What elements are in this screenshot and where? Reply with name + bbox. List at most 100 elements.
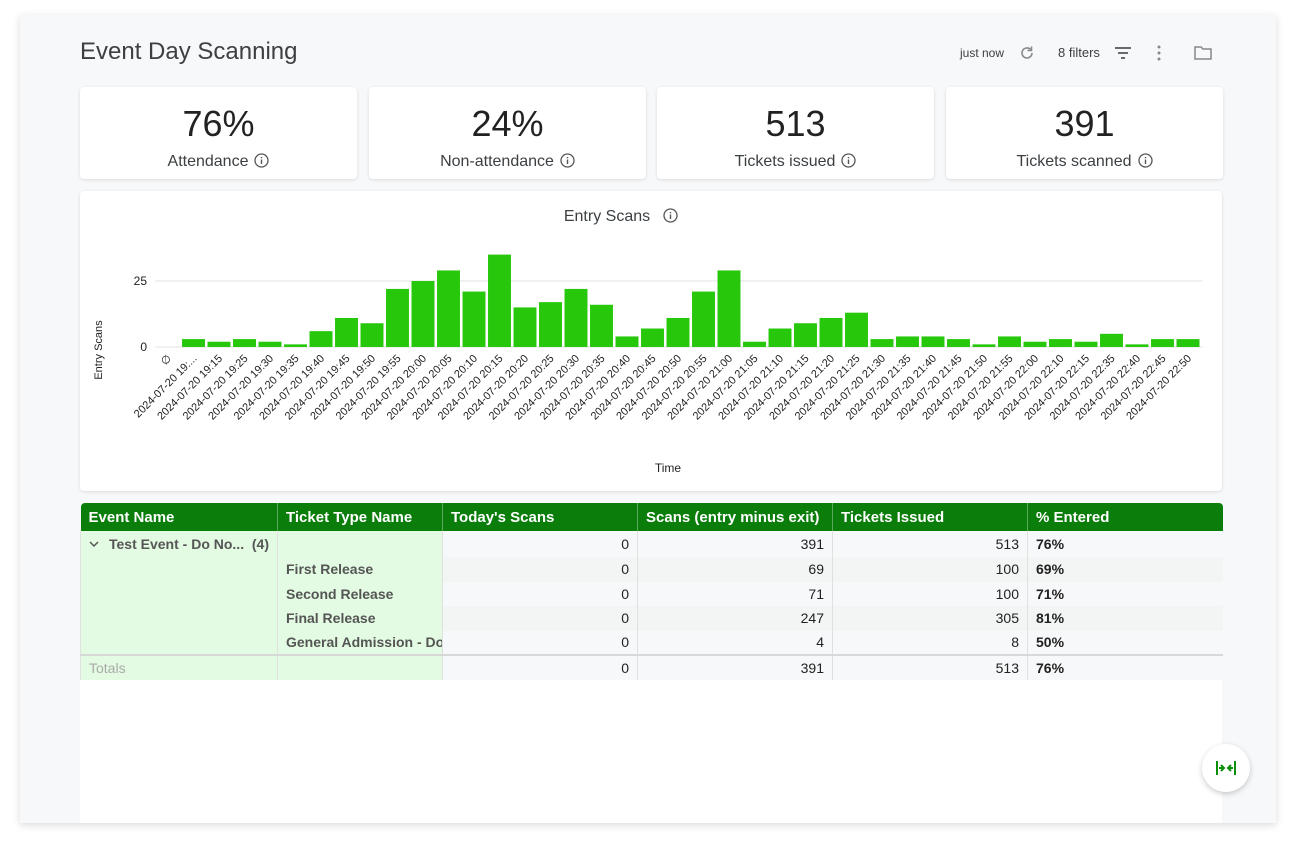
bar [386, 288, 409, 347]
chart-title: Entry Scans [564, 208, 650, 225]
kpi-card: 391 Tickets scanned [946, 87, 1223, 179]
refresh-time: just now [960, 46, 1005, 60]
bar [590, 304, 613, 347]
bar [743, 341, 766, 347]
bar [539, 302, 562, 347]
cell: 69 [637, 557, 833, 582]
dashboard-title: Event Day Scanning [80, 38, 298, 65]
cell: 0 [442, 606, 638, 631]
column-header[interactable]: % Entered [1027, 503, 1223, 531]
fit-button[interactable] [1202, 744, 1250, 792]
bar [233, 339, 256, 347]
bar [998, 336, 1021, 347]
cell: 71% [1027, 581, 1223, 606]
kpi-card: 24% Non-attendance [369, 87, 646, 179]
column-header[interactable]: Event Name [80, 503, 278, 531]
bar [972, 344, 996, 347]
y-tick-label: 0 [140, 340, 147, 354]
folder-icon[interactable] [1193, 44, 1213, 62]
filter-icon[interactable] [1114, 45, 1132, 61]
cell: 305 [832, 606, 1028, 631]
bar [437, 270, 460, 347]
cell: 391 [637, 531, 833, 557]
cell: 513 [832, 654, 1028, 680]
cell: 513 [832, 531, 1028, 557]
cell: 0 [442, 581, 638, 606]
totals-row: Totals 0 391 513 76% [80, 654, 1223, 680]
cell: 81% [1027, 606, 1223, 631]
filters-button[interactable]: 8 filters [1058, 45, 1100, 60]
kpi-value: 391 [1054, 103, 1115, 144]
group-name[interactable]: Test Event - Do No... [109, 536, 245, 552]
cell: Final Release [277, 606, 443, 631]
cell [80, 606, 278, 631]
more-icon[interactable] [1152, 44, 1166, 62]
bar [1151, 339, 1174, 347]
cell [277, 654, 443, 680]
bar [258, 341, 282, 347]
kpi-value: 513 [765, 103, 826, 144]
cell: 100 [832, 557, 1028, 582]
table-row: First Release 0 69 100 69% [80, 557, 1223, 582]
group-count: (4) [251, 536, 269, 552]
cell: 8 [832, 630, 1028, 655]
bar [1100, 333, 1123, 347]
table-area [80, 680, 1222, 823]
y-tick-label: 25 [134, 274, 148, 288]
bar [1074, 341, 1098, 347]
cell: 0 [442, 630, 638, 655]
refresh-icon[interactable] [1018, 44, 1036, 62]
column-header[interactable]: Ticket Type Name [277, 503, 443, 531]
info-icon[interactable] [560, 153, 575, 168]
cell: 76% [1027, 531, 1223, 557]
cell: 4 [637, 630, 833, 655]
bar [768, 328, 792, 347]
bar [335, 317, 358, 347]
cell: Second Release [277, 581, 443, 606]
bar [1049, 339, 1072, 347]
bar [564, 288, 588, 347]
kpi-card: 76% Attendance [80, 87, 357, 179]
cell: 100 [832, 581, 1028, 606]
bar [947, 339, 970, 347]
cell: 391 [637, 654, 833, 680]
cell: 0 [442, 531, 638, 557]
bar [360, 323, 384, 347]
info-icon[interactable] [841, 153, 857, 168]
info-icon[interactable] [663, 208, 678, 223]
bar [513, 307, 537, 347]
y-axis-label: Entry Scans [93, 320, 105, 380]
bar [1023, 341, 1047, 347]
column-header[interactable]: Today's Scans [442, 503, 638, 531]
bar [207, 341, 231, 347]
cell [80, 557, 278, 582]
bar [1125, 344, 1149, 347]
x-axis-label: Time [655, 461, 682, 475]
bar [615, 336, 639, 347]
data-table: Event Name Ticket Type Name Today's Scan… [80, 503, 1223, 680]
column-header[interactable]: Scans (entry minus exit) [637, 503, 833, 531]
info-icon[interactable] [254, 153, 270, 168]
cell: 0 [442, 557, 638, 582]
bar [1176, 339, 1200, 347]
bar [462, 291, 486, 347]
bar [641, 328, 664, 347]
column-header[interactable]: Tickets Issued [832, 503, 1028, 531]
bar [666, 317, 690, 347]
bar [488, 254, 511, 347]
x-tick-label: ∅ [159, 353, 174, 368]
info-icon[interactable] [1137, 153, 1153, 168]
bar [182, 339, 205, 347]
cell [80, 581, 278, 606]
bar [896, 336, 919, 347]
bar [870, 339, 894, 347]
cell: 0 [442, 654, 638, 680]
collapse-icon[interactable] [89, 541, 99, 549]
bar [921, 336, 945, 347]
bar [411, 281, 435, 347]
table-row: Second Release 0 71 100 71% [80, 581, 1223, 606]
bar [284, 344, 307, 347]
cell: 50% [1027, 630, 1223, 655]
bar [692, 291, 715, 347]
